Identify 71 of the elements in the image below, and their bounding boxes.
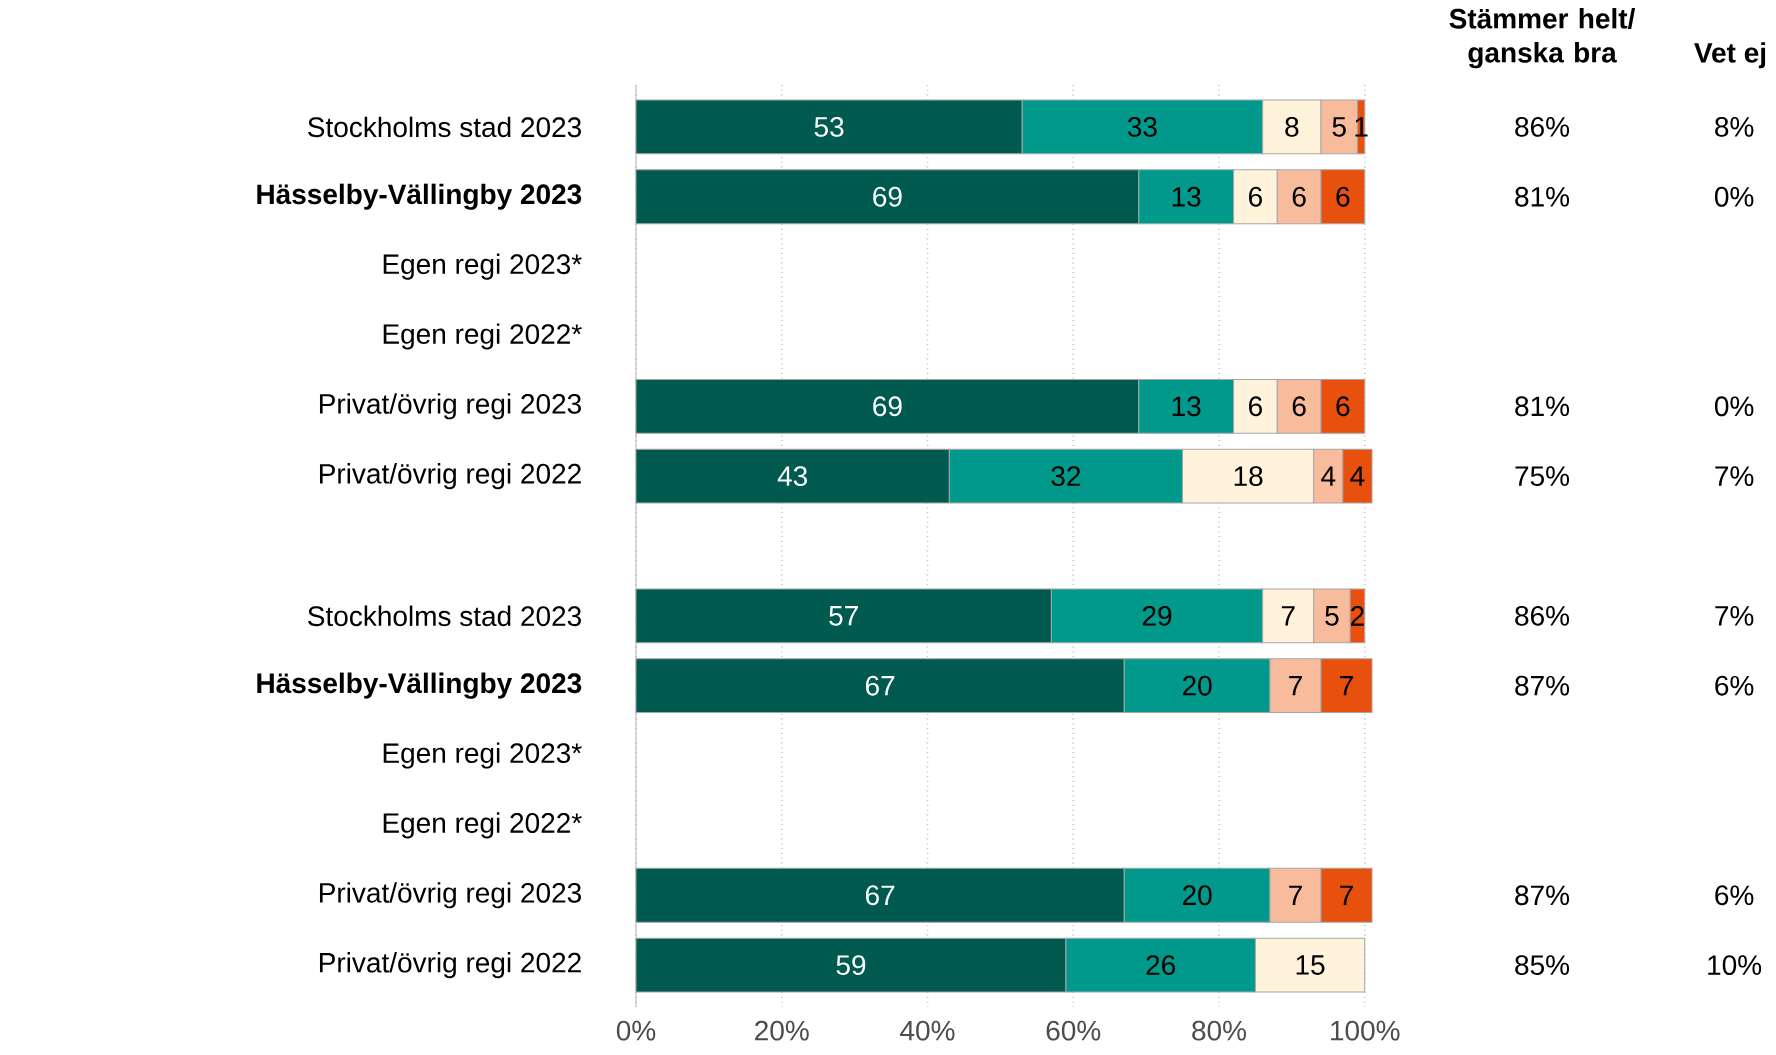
data-label: 67 — [865, 885, 895, 906]
text: 75% — [1515, 466, 1570, 487]
x-tick-label: 100% — [1331, 1020, 1400, 1041]
data-label: 33 — [1127, 116, 1157, 137]
data-label: 6 — [1292, 186, 1306, 207]
data-label: 6 — [1336, 186, 1350, 207]
data-label: 57 — [829, 606, 858, 626]
data-label: 26 — [1146, 955, 1176, 976]
x-tick-label: 40% — [900, 1020, 955, 1041]
data-label: 5 — [1332, 117, 1346, 137]
data-label: 6 — [1249, 186, 1262, 207]
y-tick-label: Privat/övrig regi 2023 — [319, 393, 581, 420]
text: 7% — [1715, 466, 1754, 486]
y-tick-label: Hässelby-Vällingby 2023 — [257, 672, 582, 699]
data-label: 6 — [1292, 396, 1306, 417]
text: 87% — [1515, 885, 1570, 906]
data-label: 13 — [1172, 186, 1201, 207]
text: 87% — [1515, 675, 1570, 696]
y-tick-label: Egen regi 2022* — [383, 323, 582, 350]
x-tick-label: 60% — [1046, 1020, 1101, 1041]
y-tick-label: Stockholms stad 2023 — [308, 605, 581, 627]
y-tick-label: Egen regi 2022* — [383, 812, 582, 839]
data-label: 13 — [1172, 396, 1201, 417]
data-label: 15 — [1296, 955, 1325, 975]
data-label: 2 — [1351, 606, 1364, 626]
data-label: 7 — [1289, 676, 1302, 696]
y-tick-label: Hässelby-Vällingby 2023 — [257, 183, 582, 210]
data-label: 29 — [1142, 605, 1172, 626]
y-tick-label: Stockholms stad 2023 — [308, 116, 581, 138]
y-tick-label: Privat/övrig regi 2022 — [319, 952, 581, 979]
text: 6% — [1715, 675, 1754, 696]
text: 10% — [1708, 955, 1762, 976]
data-label: 7 — [1289, 885, 1302, 905]
data-label: 4 — [1321, 466, 1336, 486]
text: Stämmer helt/ ganska bra — [1449, 8, 1636, 69]
data-label: 6 — [1336, 396, 1350, 417]
text: 6% — [1715, 885, 1754, 906]
y-tick-label: Privat/övrig regi 2023 — [319, 882, 581, 909]
data-label: 6 — [1249, 396, 1262, 417]
y-tick-label: Egen regi 2023* — [383, 742, 582, 769]
x-tick-label: 0% — [616, 1020, 656, 1041]
data-label: 20 — [1182, 885, 1212, 906]
y-tick-label: Egen regi 2023* — [383, 253, 582, 280]
data-label: 59 — [836, 955, 866, 976]
data-label: 20 — [1182, 675, 1212, 696]
text: 7% — [1715, 606, 1754, 626]
data-label: 53 — [814, 116, 844, 137]
text: 81% — [1515, 186, 1570, 207]
data-label: 7 — [1340, 676, 1353, 696]
text: 86% — [1515, 116, 1570, 137]
data-label: 43 — [777, 466, 808, 487]
data-label: 4 — [1350, 466, 1365, 486]
text: 0% — [1714, 396, 1754, 417]
text: 85% — [1515, 955, 1570, 976]
x-tick-label: 20% — [755, 1020, 809, 1041]
data-label: 69 — [873, 186, 902, 207]
text: 86% — [1515, 605, 1570, 626]
text: 8% — [1715, 116, 1754, 137]
data-label: 32 — [1051, 466, 1081, 487]
data-label: 5 — [1325, 606, 1339, 626]
data-label: 7 — [1340, 885, 1353, 905]
data-label: 18 — [1234, 466, 1263, 487]
text: 0% — [1714, 186, 1754, 207]
data-label: 7 — [1281, 606, 1295, 626]
x-tick-label: 80% — [1192, 1020, 1246, 1041]
data-label: 8 — [1285, 116, 1299, 137]
text: 81% — [1515, 396, 1570, 417]
data-label: 67 — [865, 675, 895, 696]
text: Vet ej — [1694, 42, 1766, 69]
y-tick-label: Privat/övrig regi 2022 — [319, 463, 581, 490]
data-label: 69 — [873, 396, 902, 417]
